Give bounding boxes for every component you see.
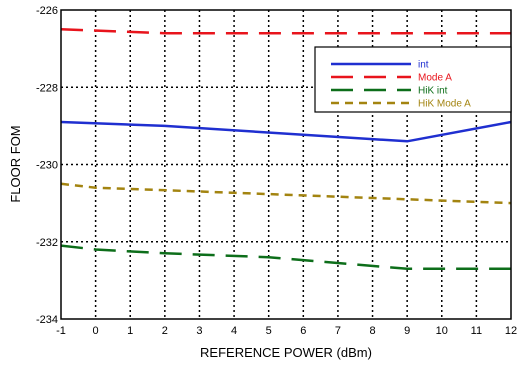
legend: int Mode A HiK int HiK Mode A bbox=[314, 46, 512, 113]
y-tick-label: -230 bbox=[36, 160, 58, 172]
x-tick-label: 9 bbox=[404, 325, 410, 337]
legend-box bbox=[314, 46, 512, 113]
x-tick-label: 4 bbox=[231, 325, 237, 337]
x-tick-label: 6 bbox=[300, 325, 306, 337]
series-line-4 bbox=[60, 182, 512, 205]
y-axis-label: FLOOR FOM bbox=[8, 125, 23, 202]
x-tick-label: 8 bbox=[369, 325, 375, 337]
legend-label-2: Mode A bbox=[418, 73, 452, 84]
x-tick-label: 3 bbox=[196, 325, 202, 337]
y-tick-label: -234 bbox=[36, 314, 58, 326]
x-tick-label: 7 bbox=[335, 325, 341, 337]
tick-labels: -1 0 1 2 3 4 5 6 7 8 9 10 11 12-226-228-230-232-234 bbox=[36, 5, 517, 337]
x-tick-label: 5 bbox=[266, 325, 272, 337]
x-tick-label: 1 bbox=[127, 325, 133, 337]
legend-label-3: HiK int bbox=[418, 86, 448, 97]
series-line-3 bbox=[60, 244, 511, 271]
series-line-1 bbox=[60, 120, 512, 143]
y-tick-label: -226 bbox=[36, 5, 58, 17]
x-tick-label: 12 bbox=[505, 325, 517, 337]
x-tick-label: -1 bbox=[56, 325, 66, 337]
x-axis-label: REFERENCE POWER (dBm) bbox=[200, 345, 372, 360]
x-tick-label: 10 bbox=[436, 325, 448, 337]
series-line-2 bbox=[60, 28, 511, 35]
y-tick-label: -228 bbox=[36, 82, 58, 94]
y-tick-label: -232 bbox=[36, 237, 58, 249]
legend-label-4: HiK Mode A bbox=[418, 99, 471, 110]
series-lines bbox=[60, 28, 512, 271]
x-tick-label: 0 bbox=[93, 325, 99, 337]
legend-label-1: int bbox=[418, 60, 429, 71]
x-tick-label: 11 bbox=[471, 325, 482, 337]
x-tick-label: 2 bbox=[162, 325, 168, 337]
plot-frame bbox=[60, 9, 512, 320]
